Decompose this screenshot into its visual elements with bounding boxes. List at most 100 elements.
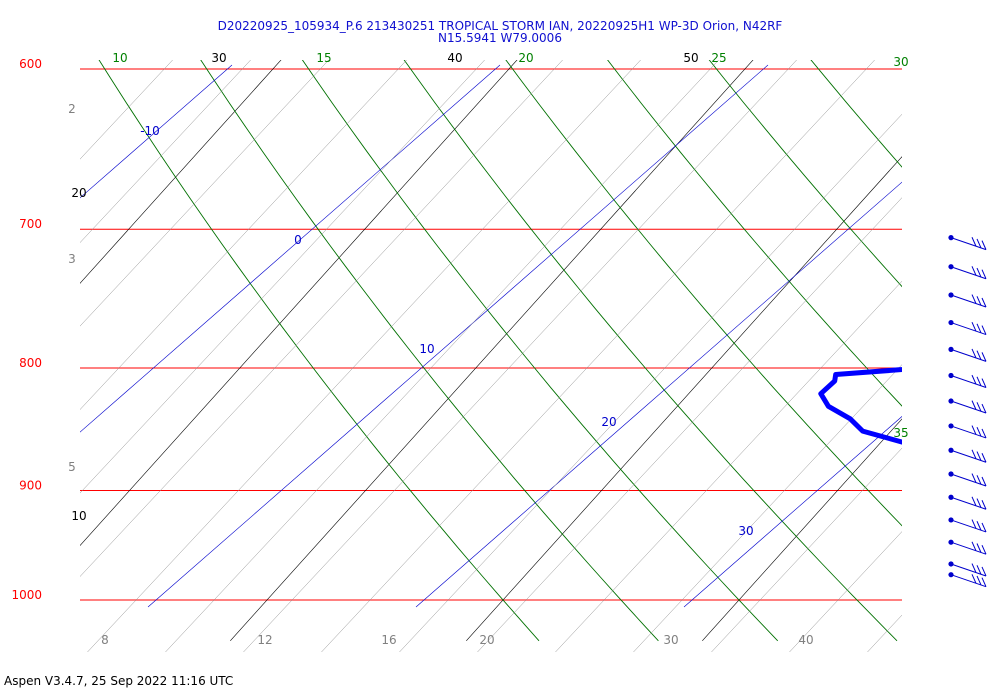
theta-e-label: 10 [419, 342, 434, 356]
dry-adiabat-line [810, 60, 902, 168]
mixing-ratio-label: 16 [381, 633, 396, 647]
wind-barb-feather [981, 240, 987, 250]
wind-barb-staff [950, 294, 987, 308]
wind-barb-staff [950, 266, 987, 280]
mixing-ratio-label: 20 [479, 633, 494, 647]
isotherm-line [80, 60, 282, 284]
wind-barb-staff [950, 322, 987, 336]
isotherm-label: 40 [447, 51, 462, 65]
wind-barb-feather [976, 376, 982, 387]
wind-barb-feather [976, 475, 982, 485]
title-line-1: D20220925_105934_P.6 213430251 TROPICAL … [217, 19, 783, 33]
wind-barb-staff [950, 449, 987, 463]
wind-barb-feather [981, 325, 987, 335]
isotherm-label: 20 [71, 186, 86, 200]
mixing-ratio-line [321, 60, 875, 652]
wind-barb-staff [950, 400, 987, 414]
wind-barb-staff [950, 237, 987, 251]
mixing-ratio-line [80, 60, 251, 243]
pressure-label: 700 [19, 217, 42, 231]
wind-barb-feather [971, 425, 977, 435]
mixing-ratio-line [555, 280, 902, 652]
wind-barb-feather [971, 321, 977, 332]
wind-barb-feather [971, 574, 977, 584]
wind-barb [948, 319, 987, 336]
wind-barb [948, 494, 987, 510]
dry-adiabat-line [200, 60, 659, 642]
wind-barb-feather [981, 522, 987, 533]
wind-barb-feather [976, 565, 982, 575]
wind-barb [948, 346, 987, 362]
mixing-ratio-line [789, 531, 902, 652]
wind-barb-feather [976, 402, 982, 412]
wind-barbs [948, 235, 987, 588]
wind-barb-feather [976, 521, 982, 531]
wind-barb-feather [971, 563, 977, 573]
mixing-ratio-label: 2 [68, 102, 76, 116]
wind-barb-feather [976, 575, 982, 586]
title-line-2: N15.5941 W79.0006 [438, 31, 562, 45]
dry-adiabat-line [98, 60, 540, 642]
wind-barb-feather [976, 543, 982, 553]
wind-barb-feather [971, 294, 977, 304]
wind-barb-feather [981, 476, 987, 487]
wind-barb-feather [981, 566, 987, 577]
mixing-ratio-label: 40 [798, 633, 813, 647]
wind-barb-feather [976, 498, 982, 508]
wind-barb-feather [976, 238, 982, 249]
wind-barb-staff [950, 541, 987, 555]
theta-e-label: 0 [294, 233, 302, 247]
wind-barb-feather [971, 237, 977, 247]
mixing-ratio-line [80, 60, 563, 577]
wind-barb-feather [981, 352, 987, 362]
theta-e-line [80, 64, 233, 199]
wind-barb-feather [976, 296, 982, 306]
footer-version: Aspen V3.4.7, 25 Sep 2022 11:16 UTC [4, 674, 234, 688]
dry-adiabat-line [607, 60, 902, 407]
isotherm-line [702, 418, 902, 641]
wind-barb-feather [971, 400, 977, 410]
isotherm-line [0, 52, 53, 641]
dry-adiabat-line [505, 60, 902, 527]
wind-barb [948, 398, 987, 414]
wind-barb-feather [981, 403, 987, 414]
dry-adiabat-line [403, 60, 898, 642]
grid-layer [0, 52, 1000, 652]
isotherm-label: 10 [71, 509, 86, 523]
theta-e-label: 20 [601, 415, 616, 429]
wind-barb-staff [950, 574, 987, 588]
mixing-ratio-label: 8 [101, 633, 109, 647]
wind-barb-feather [971, 266, 977, 276]
wind-barb-staff [950, 425, 987, 439]
wind-barb [948, 292, 987, 308]
pressure-label: 900 [19, 478, 42, 492]
mixing-ratio-line [711, 447, 902, 652]
wind-barb-staff [950, 473, 987, 487]
mixing-ratio-line [80, 60, 329, 327]
mixing-ratio-line [87, 60, 641, 652]
isotherm-label: 50 [683, 51, 698, 65]
wind-barb-feather [981, 577, 987, 587]
wind-barb-feather [976, 427, 982, 437]
isotherm-line [938, 52, 1000, 641]
wind-barb-feather [976, 267, 982, 278]
mixing-ratio-line [165, 60, 719, 652]
theta-label: 35 [893, 426, 908, 440]
theta-label: 15 [316, 51, 331, 65]
wind-barb-feather [971, 519, 977, 529]
theta-label: 10 [112, 51, 127, 65]
pressure-label: 1000 [11, 588, 42, 602]
chart-title: D20220925_105934_P.6 213430251 TROPICAL … [0, 20, 1000, 44]
mixing-ratio-label: 12 [257, 633, 272, 647]
wind-barb-feather [981, 428, 987, 439]
theta-label: 20 [518, 51, 533, 65]
theta-label: 30 [893, 55, 908, 69]
pressure-label: 600 [19, 57, 42, 71]
wind-barb-feather [976, 451, 982, 461]
wind-barb-staff [950, 348, 987, 362]
theta-e-line [80, 64, 501, 433]
wind-barb-feather [976, 323, 982, 334]
mixing-ratio-line [243, 60, 797, 652]
wind-barb-feather [981, 500, 987, 510]
wind-barb-feather [971, 374, 977, 385]
